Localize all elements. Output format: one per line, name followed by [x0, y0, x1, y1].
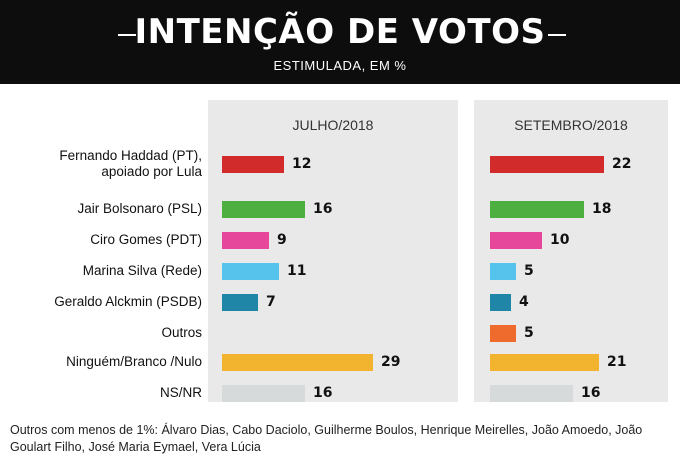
bar-ciro-gomes-pdt-july	[222, 231, 269, 249]
value-label-fernando-haddad-pt-july: 12	[292, 155, 312, 172]
value-label-outros-september: 5	[524, 324, 534, 341]
value-label-marina-silva-rede-july: 11	[287, 262, 307, 279]
bar-ciro-gomes-pdt-september	[490, 231, 542, 249]
value-label-ns-nr-july: 16	[313, 384, 333, 401]
footnote: Outros com menos de 1%: Álvaro Dias, Cab…	[10, 423, 643, 454]
value-label-jair-bolsonaro-psl-july: 16	[313, 200, 333, 217]
value-label-fernando-haddad-pt-september: 22	[612, 155, 632, 172]
title-rule-left	[118, 34, 136, 36]
panel-july	[208, 100, 458, 402]
value-label-ninguem-branco-nulo-september: 21	[607, 353, 627, 370]
row-label-ciro-gomes-pdt: Ciro Gomes (PDT)	[90, 232, 202, 247]
row-label-ns-nr: NS/NR	[159, 385, 202, 400]
chart-title: INTENÇÃO DE VOTOS	[134, 12, 546, 52]
bar-ns-nr-september	[490, 384, 573, 402]
header-banner: INTENÇÃO DE VOTOS ESTIMULADA, EM %	[0, 0, 680, 84]
row-label-marina-silva-rede: Marina Silva (Rede)	[82, 263, 202, 278]
value-label-ciro-gomes-pdt-september: 10	[550, 231, 570, 248]
bar-outros-september	[490, 324, 516, 342]
row-label-outros: Outros	[161, 325, 202, 340]
title-rule-right	[548, 34, 566, 36]
value-label-ns-nr-september: 16	[581, 384, 601, 401]
value-label-marina-silva-rede-september: 5	[524, 262, 534, 279]
column-header-september: SETEMBRO/2018	[514, 117, 628, 133]
row-label-fernando-haddad-pt: Fernando Haddad (PT), apoiado por Lula	[59, 148, 202, 179]
value-label-ninguem-branco-nulo-july: 29	[381, 353, 401, 370]
bar-geraldo-alckmin-psdb-september	[490, 293, 511, 311]
value-label-geraldo-alckmin-psdb-july: 7	[266, 293, 276, 310]
bar-ns-nr-july	[222, 384, 305, 402]
row-label-jair-bolsonaro-psl: Jair Bolsonaro (PSL)	[77, 201, 202, 216]
bar-marina-silva-rede-july	[222, 262, 279, 280]
column-header-july: JULHO/2018	[292, 117, 374, 133]
bar-jair-bolsonaro-psl-september	[490, 200, 584, 218]
row-label-geraldo-alckmin-psdb: Geraldo Alckmin (PSDB)	[54, 294, 202, 309]
bar-ninguem-branco-nulo-september	[490, 353, 599, 371]
chart-subtitle: ESTIMULADA, EM %	[273, 58, 407, 73]
bar-geraldo-alckmin-psdb-july	[222, 293, 258, 311]
value-label-ciro-gomes-pdt-july: 9	[277, 231, 287, 248]
bar-ninguem-branco-nulo-july	[222, 353, 373, 371]
bar-jair-bolsonaro-psl-july	[222, 200, 305, 218]
panel-september	[474, 100, 668, 402]
value-label-jair-bolsonaro-psl-september: 18	[592, 200, 612, 217]
row-label-ninguem-branco-nulo: Ninguém/Branco /Nulo	[66, 354, 202, 369]
value-label-geraldo-alckmin-psdb-september: 4	[519, 293, 529, 310]
bar-fernando-haddad-pt-september	[490, 155, 604, 173]
bar-fernando-haddad-pt-july	[222, 155, 284, 173]
bar-marina-silva-rede-september	[490, 262, 516, 280]
